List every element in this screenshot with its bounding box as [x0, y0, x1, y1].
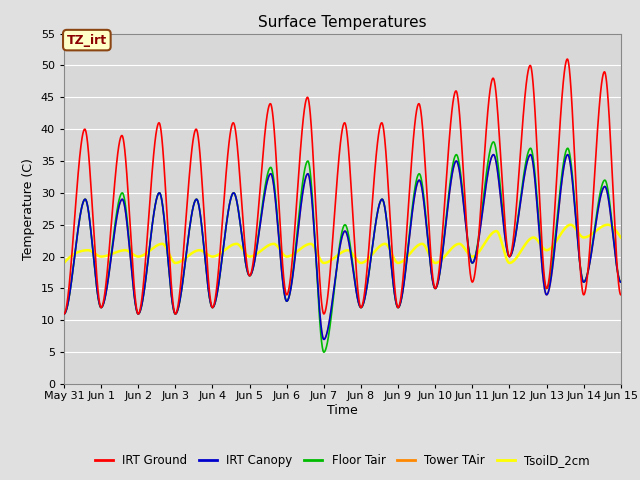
- IRT Canopy: [436, 266, 444, 272]
- Floor Tair: [499, 213, 507, 218]
- X-axis label: Time: Time: [327, 404, 358, 417]
- IRT Ground: [617, 292, 625, 298]
- Line: TsoilD_2cm: TsoilD_2cm: [64, 225, 621, 263]
- TsoilD_2cm: [60, 260, 68, 266]
- Legend: IRT Ground, IRT Canopy, Floor Tair, Tower TAir, TsoilD_2cm: IRT Ground, IRT Canopy, Floor Tair, Towe…: [90, 449, 595, 472]
- IRT Ground: [160, 163, 168, 168]
- Floor Tair: [60, 311, 68, 317]
- TsoilD_2cm: [322, 260, 330, 265]
- Floor Tair: [467, 259, 475, 264]
- Floor Tair: [616, 279, 624, 285]
- TsoilD_2cm: [617, 235, 625, 240]
- Tower TAir: [60, 311, 68, 317]
- Floor Tair: [490, 139, 497, 145]
- Tower TAir: [160, 215, 168, 220]
- Floor Tair: [617, 279, 625, 285]
- TsoilD_2cm: [604, 222, 612, 228]
- IRT Canopy: [617, 279, 625, 285]
- IRT Ground: [322, 307, 330, 313]
- IRT Canopy: [160, 215, 168, 220]
- Tower TAir: [564, 152, 572, 157]
- Line: Floor Tair: Floor Tair: [64, 142, 621, 352]
- IRT Canopy: [564, 152, 572, 157]
- Line: Tower TAir: Tower TAir: [64, 155, 621, 339]
- IRT Canopy: [467, 259, 475, 264]
- Tower TAir: [320, 336, 328, 342]
- Line: IRT Ground: IRT Ground: [64, 59, 621, 314]
- Tower TAir: [617, 279, 625, 285]
- IRT Ground: [563, 56, 571, 62]
- Title: Surface Temperatures: Surface Temperatures: [258, 15, 427, 30]
- Floor Tair: [160, 215, 168, 220]
- TsoilD_2cm: [499, 243, 506, 249]
- IRT Ground: [60, 311, 68, 317]
- Floor Tair: [322, 347, 330, 352]
- Tower TAir: [616, 279, 624, 285]
- IRT Ground: [499, 188, 506, 193]
- Tower TAir: [499, 216, 507, 222]
- Floor Tair: [436, 265, 444, 271]
- TsoilD_2cm: [616, 234, 624, 240]
- Tower TAir: [436, 266, 444, 272]
- Tower TAir: [322, 334, 330, 340]
- IRT Canopy: [322, 334, 330, 340]
- Tower TAir: [467, 259, 475, 264]
- Y-axis label: Temperature (C): Temperature (C): [22, 158, 35, 260]
- IRT Ground: [436, 255, 444, 261]
- TsoilD_2cm: [467, 253, 475, 259]
- TsoilD_2cm: [436, 258, 444, 264]
- IRT Ground: [616, 291, 624, 297]
- Floor Tair: [320, 349, 328, 355]
- Text: TZ_irt: TZ_irt: [67, 34, 107, 47]
- IRT Ground: [467, 276, 475, 282]
- IRT Canopy: [320, 336, 328, 342]
- IRT Canopy: [499, 216, 507, 222]
- TsoilD_2cm: [160, 242, 168, 248]
- IRT Canopy: [616, 279, 624, 285]
- Line: IRT Canopy: IRT Canopy: [64, 155, 621, 339]
- IRT Canopy: [60, 311, 68, 317]
